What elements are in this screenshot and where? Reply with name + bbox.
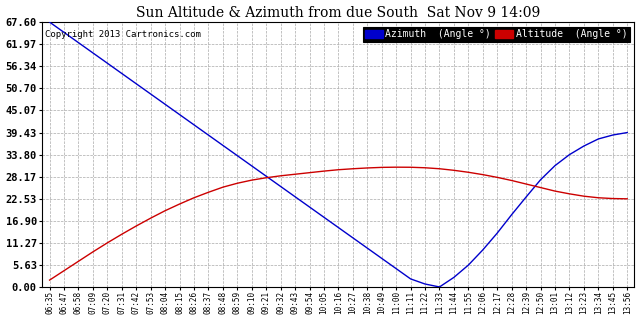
Text: Copyright 2013 Cartronics.com: Copyright 2013 Cartronics.com: [45, 30, 201, 39]
Title: Sun Altitude & Azimuth from due South  Sat Nov 9 14:09: Sun Altitude & Azimuth from due South Sa…: [136, 5, 541, 20]
Legend: Azimuth  (Angle °), Altitude  (Angle °): Azimuth (Angle °), Altitude (Angle °): [363, 27, 630, 42]
